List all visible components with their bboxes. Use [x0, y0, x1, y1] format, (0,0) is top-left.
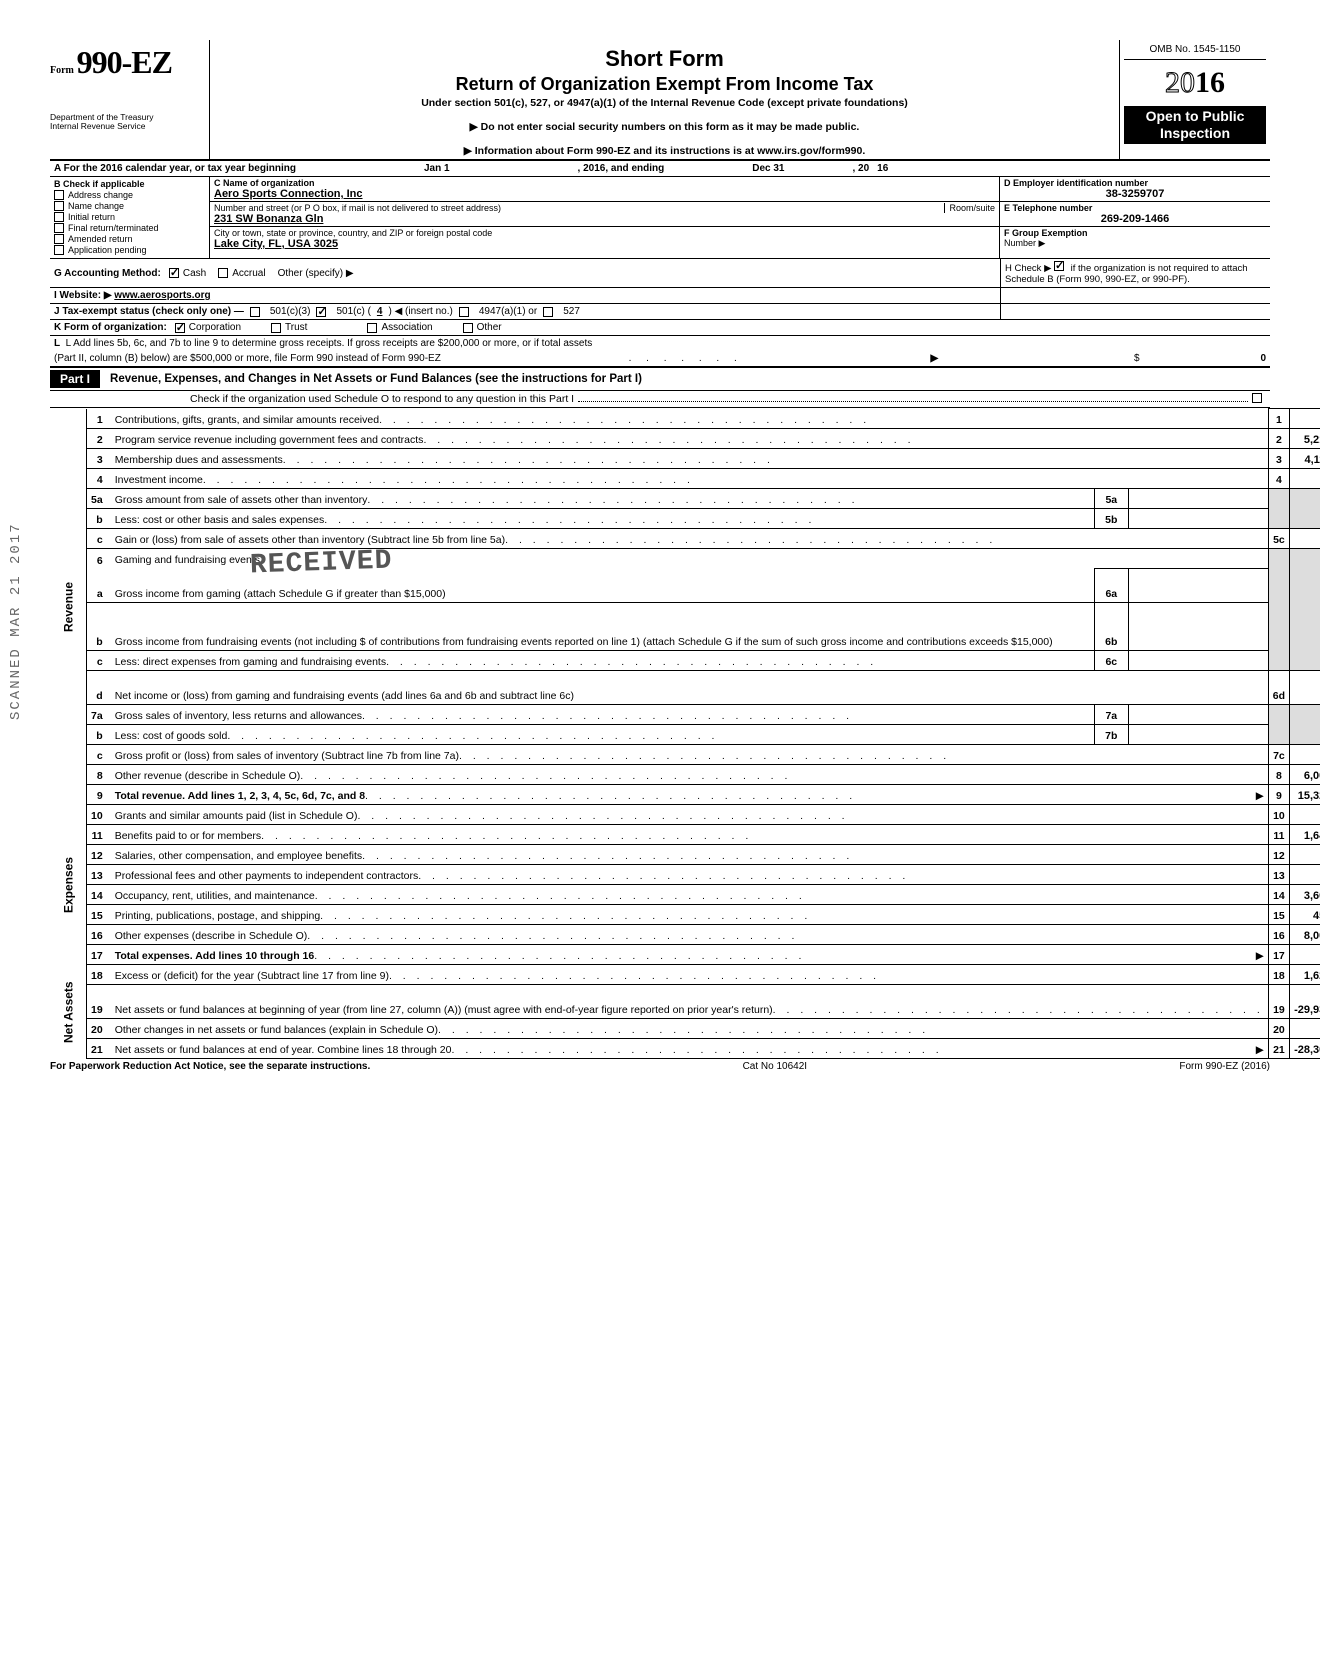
amt-18: 1,626 — [1290, 965, 1320, 985]
col-def: D Employer identification number 38-3259… — [1000, 177, 1270, 258]
header-right: OMB No. 1545-1150 2016 Open to Public In… — [1120, 40, 1270, 159]
side-revenue: Revenue — [50, 409, 87, 805]
short-form-title: Short Form — [220, 46, 1109, 72]
chk-501c[interactable] — [316, 307, 326, 317]
return-title: Return of Organization Exempt From Incom… — [220, 74, 1109, 95]
amt-20 — [1290, 1019, 1320, 1039]
amt-1 — [1290, 409, 1320, 429]
gross-receipts: 0 — [1260, 353, 1266, 364]
chk-application-pending[interactable] — [54, 245, 64, 255]
amt-2: 5,210 — [1290, 429, 1320, 449]
part1-table: Revenue 1 Contributions, gifts, grants, … — [50, 408, 1320, 1059]
chk-initial-return[interactable] — [54, 212, 64, 222]
website: www.aerosports.org — [114, 290, 210, 301]
chk-final-return[interactable] — [54, 223, 64, 233]
row-l2: (Part II, column (B) below) are $500,000… — [50, 351, 1270, 368]
scanned-stamp: SCANNED MAR 21 2017 — [8, 522, 24, 720]
chk-cash[interactable] — [169, 268, 179, 278]
header-left: Form 990-EZ Department of the Treasury I… — [50, 40, 210, 159]
org-name: Aero Sports Connection, Inc — [214, 188, 363, 200]
row-i: I Website: ▶ www.aerosports.org — [50, 288, 1270, 304]
page-footer: For Paperwork Reduction Act Notice, see … — [50, 1059, 1270, 1072]
form-990ez: Form 990-EZ Department of the Treasury I… — [50, 40, 1270, 1072]
amt-3: 4,110 — [1290, 449, 1320, 469]
part1-table-wrap: RECEIVED Revenue 1 Contributions, gifts,… — [50, 408, 1270, 1059]
dept-irs: Internal Revenue Service — [50, 122, 203, 131]
amt-5c — [1290, 529, 1320, 549]
form-header: Form 990-EZ Department of the Treasury I… — [50, 40, 1270, 161]
part1-sub: Check if the organization used Schedule … — [50, 391, 1270, 408]
amt-16: 8,000 — [1290, 925, 1320, 945]
instr-ssn: ▶ Do not enter social security numbers o… — [220, 121, 1109, 133]
chk-amended-return[interactable] — [54, 234, 64, 244]
form-number: 990-EZ — [77, 44, 172, 80]
chk-no-schedule-b[interactable] — [1054, 261, 1064, 271]
amt-13 — [1290, 865, 1320, 885]
part1-header: Part I Revenue, Expenses, and Changes in… — [50, 368, 1270, 391]
chk-association[interactable] — [367, 323, 377, 333]
side-expenses: Expenses — [50, 805, 87, 965]
col-c-org-info: C Name of organization Aero Sports Conne… — [210, 177, 1000, 258]
row-gh: G Accounting Method: Cash Accrual Other … — [50, 259, 1270, 288]
chk-trust[interactable] — [271, 323, 281, 333]
col-h: H Check ▶ if the organization is not req… — [1000, 259, 1270, 287]
amt-8: 6,000 — [1290, 765, 1320, 785]
amt-9: 15,320 — [1290, 785, 1320, 805]
amt-10 — [1290, 805, 1320, 825]
chk-address-change[interactable] — [54, 190, 64, 200]
tax-year: 2016 — [1124, 66, 1266, 100]
omb-number: OMB No. 1545-1150 — [1124, 44, 1266, 60]
form-label: Form — [50, 65, 74, 76]
amt-4 — [1290, 469, 1320, 489]
ein: 38-3259707 — [1004, 188, 1266, 200]
chk-corporation[interactable] — [175, 323, 185, 333]
amt-15: 450 — [1290, 905, 1320, 925]
chk-501c3[interactable] — [250, 307, 260, 317]
amt-12 — [1290, 845, 1320, 865]
phone: 269-209-1466 — [1004, 213, 1266, 225]
amt-19: -29,931 — [1290, 985, 1320, 1019]
amt-14: 3,600 — [1290, 885, 1320, 905]
chk-4947[interactable] — [459, 307, 469, 317]
chk-527[interactable] — [543, 307, 553, 317]
amt-6d — [1290, 671, 1320, 705]
chk-name-change[interactable] — [54, 201, 64, 211]
row-l1: L L Add lines 5b, 6c, and 7b to line 9 t… — [50, 336, 1270, 351]
instr-info: ▶ Information about Form 990-EZ and its … — [220, 145, 1109, 157]
row-k: K Form of organization: Corporation Trus… — [50, 320, 1270, 336]
side-net-assets: Net Assets — [50, 965, 87, 1059]
org-city: Lake City, FL, USA 3025 — [214, 238, 338, 250]
open-to-public: Open to Public Inspection — [1124, 106, 1266, 144]
row-j: J Tax-exempt status (check only one) — 5… — [50, 304, 1270, 320]
amt-7c — [1290, 745, 1320, 765]
org-street: 231 SW Bonanza Gln — [214, 213, 323, 225]
chk-other-org[interactable] — [463, 323, 473, 333]
amt-21: -28,305 — [1290, 1039, 1320, 1059]
chk-schedule-o[interactable] — [1252, 393, 1262, 403]
col-b-checkboxes: B Check if applicable Address change Nam… — [50, 177, 210, 258]
amt-11: 1,644 — [1290, 825, 1320, 845]
info-grid: B Check if applicable Address change Nam… — [50, 177, 1270, 259]
under-section: Under section 501(c), 527, or 4947(a)(1)… — [220, 97, 1109, 109]
amt-17 — [1290, 945, 1320, 965]
row-a-tax-year: A For the 2016 calendar year, or tax yea… — [50, 161, 1270, 177]
chk-accrual[interactable] — [218, 268, 228, 278]
header-mid: Short Form Return of Organization Exempt… — [210, 40, 1120, 159]
